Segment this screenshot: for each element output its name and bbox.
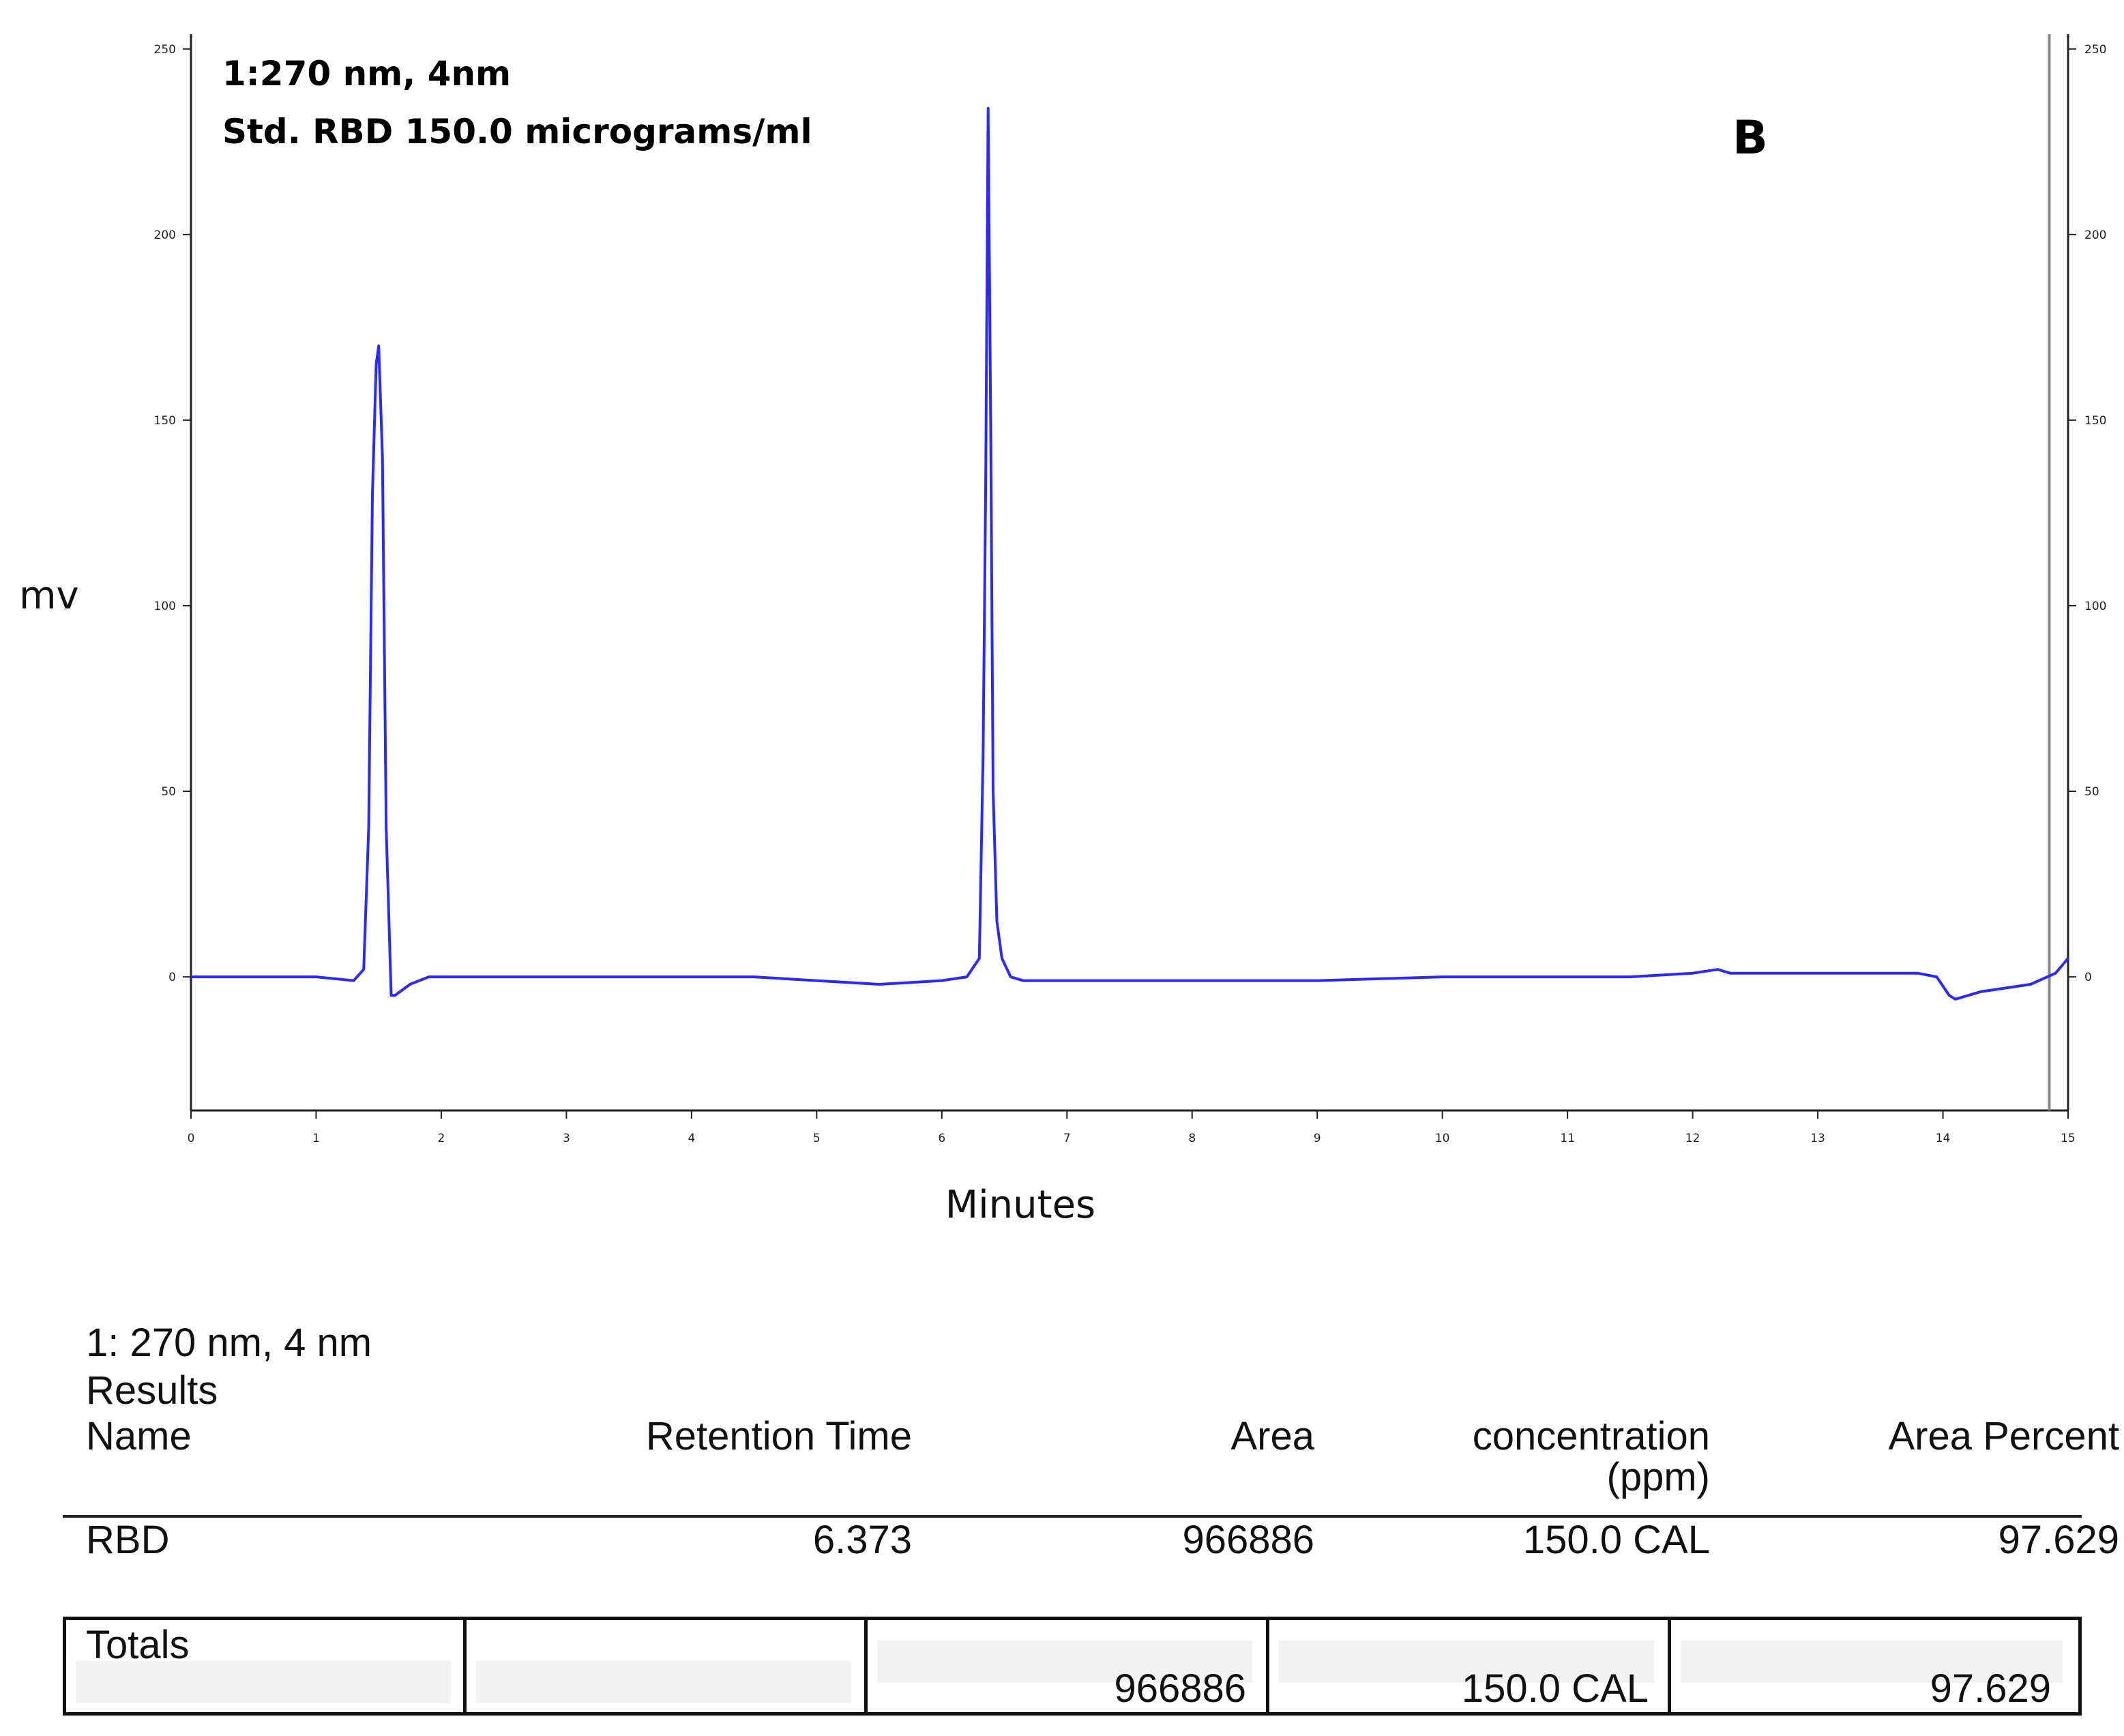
y-tick-label-right: 150 xyxy=(2084,414,2106,428)
y-tick-label-right: 100 xyxy=(2084,600,2106,613)
x-axis-title: Minutes xyxy=(945,1183,1095,1227)
totals-cell-concentration xyxy=(1266,1617,1671,1716)
results-subheader: Results xyxy=(86,1368,218,1413)
column-header-area: Area xyxy=(1230,1414,1314,1458)
x-tick-label: 9 xyxy=(1314,1132,1321,1145)
x-tick-label: 7 xyxy=(1063,1132,1071,1145)
column-header-name: Name xyxy=(86,1414,192,1458)
x-tick-label: 5 xyxy=(813,1132,821,1145)
x-tick-label: 6 xyxy=(938,1132,945,1145)
header-rule xyxy=(63,1515,2082,1518)
column-header-area-percent: Area Percent xyxy=(1888,1414,2119,1458)
totals-cell-retention-time xyxy=(463,1617,868,1716)
x-tick-label: 4 xyxy=(688,1132,695,1145)
row-name: RBD xyxy=(86,1518,170,1562)
x-tick-label: 12 xyxy=(1685,1132,1700,1145)
column-header-concentration: concentration xyxy=(1472,1414,1710,1458)
totals-cell-area-percent xyxy=(1668,1617,2082,1716)
y-tick-label-left: 250 xyxy=(154,43,176,57)
y-tick-label-right: 50 xyxy=(2084,785,2099,799)
row-area: 966886 xyxy=(1182,1518,1314,1562)
row-retention-time: 6.373 xyxy=(812,1518,912,1562)
annotation-line-2: Std. RBD 150.0 micrograms/ml xyxy=(222,112,812,151)
column-header-unit: (ppm) xyxy=(1606,1455,1710,1499)
row-concentration: 150.0 CAL xyxy=(1522,1518,1710,1562)
panel-label: B xyxy=(1732,111,1768,165)
y-tick-label-left: 100 xyxy=(154,600,176,613)
column-header-retention-time: Retention Time xyxy=(645,1414,912,1458)
results-report: 1: 270 nm, 4 nm Results Name Retention T… xyxy=(63,1320,2119,1729)
totals-area: 966886 xyxy=(1114,1666,1246,1711)
totals-cell-label xyxy=(63,1617,467,1716)
x-tick-label: 3 xyxy=(563,1132,570,1145)
x-tick-label: 14 xyxy=(1936,1132,1951,1145)
chromatogram-trace xyxy=(191,106,2069,1001)
results-header: 1: 270 nm, 4 nm xyxy=(86,1321,372,1365)
x-tick-label: 1 xyxy=(312,1132,320,1145)
annotation-line-1: 1:270 nm, 4nm xyxy=(222,54,511,93)
x-tick-label: 15 xyxy=(2061,1132,2076,1145)
y-tick-label-right: 200 xyxy=(2084,229,2106,242)
totals-cell-area xyxy=(864,1617,1269,1716)
x-tick-label: 10 xyxy=(1435,1132,1450,1145)
x-tick-label: 11 xyxy=(1560,1132,1575,1145)
y-tick-label-left: 0 xyxy=(168,971,176,984)
y-tick-label-right: 250 xyxy=(2084,43,2106,57)
y-tick-label-right: 0 xyxy=(2084,971,2092,984)
x-tick-label: 8 xyxy=(1188,1132,1196,1145)
x-tick-label: 2 xyxy=(438,1132,445,1145)
y-tick-label-left: 150 xyxy=(154,414,176,428)
y-tick-label-left: 200 xyxy=(154,229,176,242)
x-tick-label: 0 xyxy=(188,1132,195,1145)
totals-concentration: 150.0 CAL xyxy=(1461,1666,1649,1711)
row-area-percent: 97.629 xyxy=(1998,1518,2119,1562)
x-tick-label: 13 xyxy=(1810,1132,1825,1145)
totals-label: Totals xyxy=(86,1623,190,1667)
chart-axes xyxy=(190,34,2069,1112)
y-axis-title: mv xyxy=(19,574,79,618)
totals-area-percent: 97.629 xyxy=(1930,1666,2051,1711)
y-tick-label-left: 50 xyxy=(161,785,176,799)
